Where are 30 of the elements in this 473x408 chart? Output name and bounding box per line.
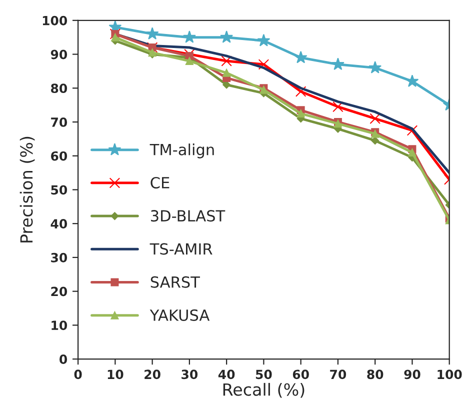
y-tick-label: 50	[51, 185, 68, 195]
x-axis-title: Recall (%)	[223, 382, 304, 398]
y-tick-label: 60	[51, 151, 68, 161]
x-tick-label: 80	[367, 370, 384, 380]
x-tick-label: 60	[292, 370, 309, 380]
x-tick-label: 40	[218, 370, 235, 380]
legend-label: YAKUSA	[150, 309, 210, 321]
x-tick-label: 0	[74, 370, 82, 380]
y-tick-label: 0	[60, 354, 68, 364]
y-tick-label: 30	[51, 252, 68, 262]
y-tick-label: 100	[42, 16, 68, 26]
y-tick-label: 80	[50, 84, 68, 94]
x-tick-label: 70	[330, 370, 346, 380]
x-tick-label: 50	[256, 370, 272, 380]
y-tick-label: 10	[52, 320, 68, 330]
y-tick-label: 20	[51, 286, 68, 296]
legend-label: TM-align	[150, 144, 214, 158]
legend-label: CE	[150, 176, 170, 188]
legend-label: 3D-BLAST	[151, 210, 226, 222]
x-tick-label: 30	[182, 370, 198, 380]
x-tick-label: 20	[144, 370, 160, 380]
x-tick-label: 10	[108, 370, 124, 380]
x-tick-label: 100	[438, 370, 462, 380]
y-axis-title: Precision (%)	[20, 136, 35, 242]
legend-label: TS-AMIR	[150, 243, 212, 255]
y-tick-label: 90	[50, 50, 68, 60]
y-tick-label: 70	[51, 117, 68, 127]
x-tick-label: 90	[404, 370, 420, 380]
y-tick-label: 40	[50, 219, 68, 229]
legend-label: SARST	[150, 276, 200, 288]
